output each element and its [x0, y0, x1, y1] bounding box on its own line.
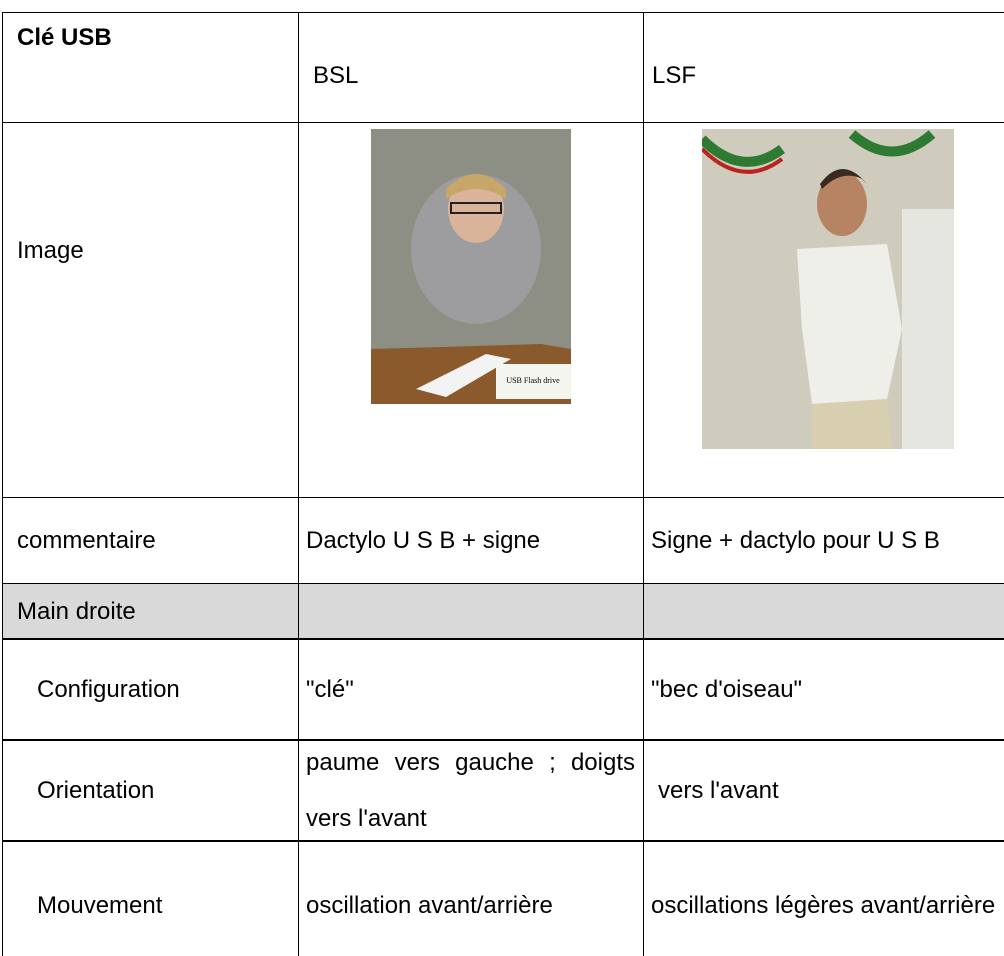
lsf-photo [702, 129, 954, 449]
row-label: Main droite [17, 598, 136, 625]
header-text: Clé USB [17, 24, 112, 51]
row-label: Configuration [37, 675, 180, 703]
data-cell: oscillations légères avant/arrière [643, 840, 1004, 956]
cell-text: "bec d'oiseau" [651, 675, 803, 703]
header-cell: Clé USB [2, 12, 299, 123]
header-cell: BSL [298, 12, 644, 123]
cell-text: "clé" [306, 675, 354, 703]
row-label: Mouvement [37, 891, 163, 919]
data-cell: vers l'avant [643, 739, 1004, 842]
data-cell: oscillation avant/arrière [298, 840, 644, 956]
data-cell: "clé" [298, 638, 644, 741]
row-label: Orientation [37, 776, 155, 804]
image-cell [643, 122, 1004, 498]
row-label-cell: Configuration [2, 638, 299, 741]
header-cell: LSF [643, 12, 1004, 123]
row-label: Image [17, 237, 84, 264]
row-label: commentaire [17, 527, 156, 554]
cell-text: Dactylo U S B + signe [306, 527, 541, 554]
cell-text: Signe + dactylo pour U S B [651, 527, 940, 554]
header-text: LSF [652, 62, 697, 89]
cell-text: vers l'avant [658, 776, 779, 804]
photo-caption: USB Flash drive [506, 376, 560, 385]
data-cell [643, 583, 1004, 640]
data-cell [298, 583, 644, 640]
header-text: BSL [313, 62, 359, 89]
row-label-cell: Image [2, 122, 299, 498]
row-label-cell: commentaire [2, 497, 299, 585]
data-cell: "bec d'oiseau" [643, 638, 1004, 741]
image-cell: USB Flash drive [298, 122, 644, 498]
row-label-cell: Mouvement [2, 840, 299, 956]
cell-text: oscillation avant/arrière [306, 891, 553, 919]
data-cell: paume vers gauche ; doigts vers l'avant [298, 739, 644, 842]
bsl-photo: USB Flash drive [371, 129, 571, 404]
data-cell: Dactylo U S B + signe [298, 497, 644, 585]
row-label-cell: Main droite [2, 583, 299, 640]
row-label-cell: Orientation [2, 739, 299, 842]
cell-text: oscillations légères avant/arrière [651, 891, 996, 919]
data-cell: Signe + dactylo pour U S B [643, 497, 1004, 585]
cell-text: paume vers gauche ; doigts vers l'avant [306, 748, 635, 832]
